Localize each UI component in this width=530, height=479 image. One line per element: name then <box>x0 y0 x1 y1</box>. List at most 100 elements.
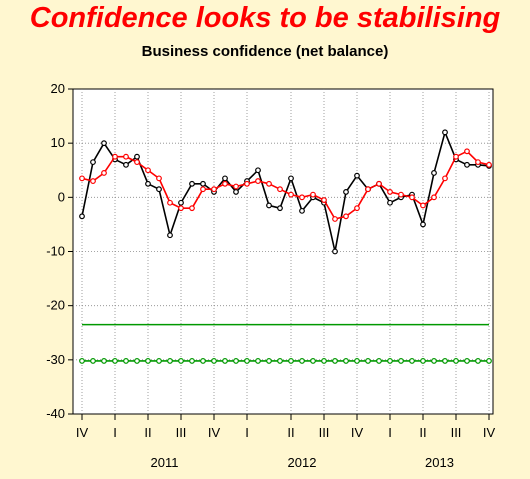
year-label: 2011 <box>151 455 179 470</box>
data-point <box>431 170 437 176</box>
data-point <box>79 358 85 364</box>
data-point <box>420 221 426 228</box>
data-point <box>442 358 448 364</box>
data-point <box>101 170 107 176</box>
data-point <box>255 167 261 174</box>
data-point <box>299 194 305 201</box>
data-point <box>464 358 470 364</box>
data-point <box>222 175 228 182</box>
data-point <box>112 153 118 160</box>
x-tick-label: IV <box>351 425 364 440</box>
data-point <box>112 358 118 364</box>
data-point <box>134 159 140 166</box>
data-point <box>365 358 371 364</box>
data-point <box>387 189 393 195</box>
data-point <box>343 358 349 364</box>
data-point <box>189 205 195 212</box>
series-3 <box>79 358 492 364</box>
data-point <box>299 207 305 214</box>
data-point <box>266 358 272 364</box>
data-point <box>321 197 327 203</box>
data-point <box>79 213 85 220</box>
data-point <box>233 183 239 190</box>
data-point <box>310 191 316 198</box>
data-point <box>222 180 228 187</box>
data-point <box>123 161 129 168</box>
x-tick-label: IV <box>76 425 89 440</box>
data-point <box>431 358 437 364</box>
data-point <box>442 175 448 182</box>
data-point <box>288 358 294 364</box>
data-point <box>387 199 393 206</box>
data-point <box>178 358 184 364</box>
x-tick-label: II <box>144 425 151 440</box>
data-point <box>123 358 129 364</box>
data-point <box>277 205 283 212</box>
data-point <box>453 358 459 364</box>
data-point <box>464 161 470 168</box>
x-tick-label: IV <box>483 425 496 440</box>
data-point <box>233 189 239 195</box>
year-label: 2012 <box>288 455 317 470</box>
x-tick-label: I <box>113 425 117 440</box>
data-point <box>420 358 426 364</box>
series-group <box>79 129 492 364</box>
data-point <box>332 358 338 364</box>
data-point <box>453 153 459 160</box>
data-point <box>90 159 96 166</box>
data-point <box>222 358 228 364</box>
data-point <box>277 186 283 193</box>
data-point <box>310 358 316 364</box>
y-tick-label: -20 <box>46 298 65 313</box>
data-point <box>200 186 206 193</box>
x-tick-label: II <box>419 425 426 440</box>
data-point <box>145 358 151 364</box>
headline: Confidence looks to be stabilising <box>29 2 501 34</box>
data-point <box>288 175 294 182</box>
data-point <box>189 180 195 187</box>
data-point <box>90 178 96 184</box>
data-point <box>343 189 349 195</box>
y-tick-label: 0 <box>58 189 65 204</box>
data-point <box>376 358 382 364</box>
x-tick-label: I <box>388 425 392 440</box>
data-point <box>332 216 338 222</box>
y-tick-label: -30 <box>46 352 65 367</box>
data-point <box>167 199 173 206</box>
data-point <box>178 199 184 206</box>
data-point <box>321 358 327 364</box>
data-point <box>486 358 492 364</box>
data-point <box>244 358 250 364</box>
data-point <box>123 153 129 160</box>
data-point <box>178 205 184 212</box>
data-point <box>90 358 96 364</box>
data-point <box>376 180 382 187</box>
data-point <box>475 358 481 364</box>
data-point <box>244 180 250 187</box>
grid <box>73 89 493 414</box>
data-point <box>167 358 173 364</box>
data-point <box>189 358 195 364</box>
chart-title: Business confidence (net balance) <box>141 43 389 60</box>
data-point <box>255 178 261 184</box>
data-point <box>277 358 283 364</box>
data-point <box>486 161 492 168</box>
data-point <box>156 175 162 182</box>
data-point <box>332 248 338 255</box>
y-tick-label: -10 <box>46 244 65 259</box>
data-point <box>431 194 437 201</box>
x-tick-label: III <box>176 425 187 440</box>
data-point <box>354 205 360 212</box>
data-point <box>420 202 426 209</box>
data-point <box>211 186 217 193</box>
data-point <box>354 172 360 179</box>
y-tick-label: 20 <box>51 81 65 96</box>
data-point <box>387 358 393 364</box>
year-label: 2013 <box>425 455 454 470</box>
data-point <box>200 180 206 187</box>
data-point <box>365 186 371 193</box>
x-tick-label: IV <box>208 425 221 440</box>
x-tick-label: I <box>245 425 249 440</box>
